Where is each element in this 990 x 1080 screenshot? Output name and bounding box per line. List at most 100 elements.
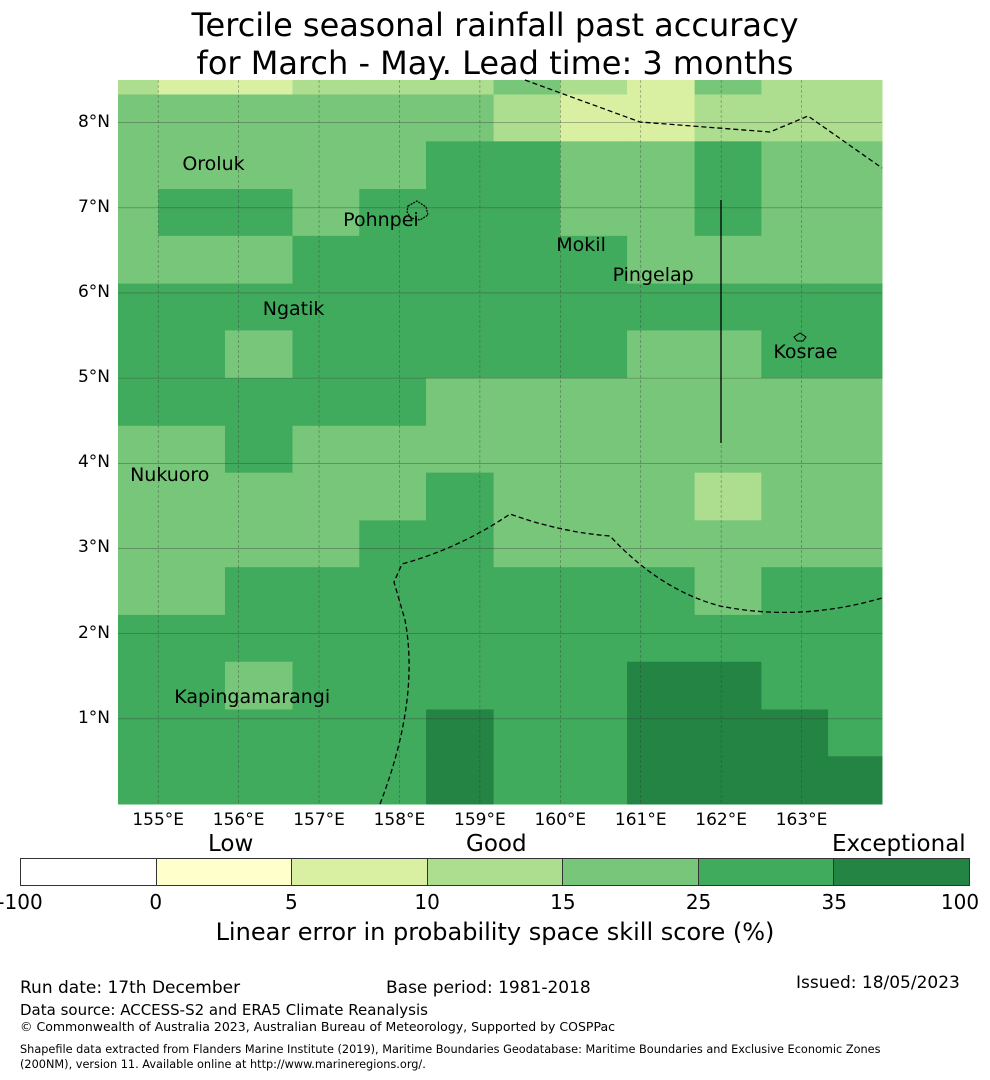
grid-cell [292,235,360,285]
issued-date: Issued: 18/05/2023 [796,973,960,993]
place-label: Kosrae [773,340,838,363]
grid-cell [560,141,628,190]
grid-cell [224,235,294,285]
grid-cell [359,614,427,663]
grid-cell [224,614,294,663]
grid-cell [761,756,829,805]
grid-cell [292,567,360,616]
longitude-tick-label: 157°E [293,810,345,830]
grid-cell [426,283,495,331]
grid-cell [359,235,427,285]
colorbar-segment [156,859,293,885]
longitude-tick-label: 162°E [695,810,747,830]
grid-cell [627,472,696,521]
grid-cell [359,756,427,805]
grid-cell [158,472,226,521]
grid-cell [292,378,360,427]
colorbar-tick-label: 0 [149,890,163,914]
grid-cell [426,141,495,190]
grid-cell [627,425,696,474]
grid-cell [426,80,495,95]
grid-cell [627,189,696,237]
latitude-tick-label: 7°N [77,196,110,217]
grid-cell [761,567,829,616]
colorbar-segment [834,859,970,885]
colorbar-segment [292,859,428,885]
grid-cell [224,80,294,95]
grid-cell [359,709,427,757]
longitude-tick-label: 155°E [132,810,185,830]
grid-cell [158,235,226,285]
grid-cell [761,283,829,331]
grid-cell [761,520,829,568]
grid-cell [828,614,883,663]
grid-cell [560,235,628,285]
grid-cell [560,378,628,427]
grid-cell [694,330,762,379]
grid-cell [493,330,561,379]
grid-cell [292,709,360,757]
grid-cell [493,709,561,757]
grid-cell [426,189,495,237]
grid-cell [694,283,762,331]
grid-cell [426,235,495,285]
grid-cell [493,756,561,805]
grid-cell [627,80,696,95]
grid-cell [224,472,294,521]
colorbar-segment [21,859,157,885]
latitude-tick-label: 4°N [77,452,110,473]
grid-cell [761,94,829,142]
grid-cell [118,709,159,757]
grid-cell [694,756,762,805]
grid-cell [828,94,883,142]
grid-cell [560,661,628,710]
grid-cell [118,283,159,331]
grid-cell [158,330,226,379]
grid-cell [493,283,561,331]
grid-cell [694,661,762,710]
grid-cell [761,614,829,663]
colorbar-segment [698,859,835,885]
grid-cell [158,378,226,427]
grid-cell [761,189,829,237]
title-line-2: for March - May. Lead time: 3 months [196,44,794,82]
latitude-tick-label: 6°N [77,281,110,302]
pohnpei-island-outline [406,200,429,221]
place-label: Kapingamarangi [174,685,331,708]
grid-cell [493,141,561,190]
grid-cell [828,567,883,616]
place-label: Oroluk [182,153,245,176]
latitude-tick-label: 8°N [77,111,110,132]
grid-cell [118,141,159,190]
data-source: Data source: ACCESS-S2 and ERA5 Climate … [20,1001,428,1019]
grid-cell [560,283,628,331]
grid-cell [292,330,360,379]
grid-cell [560,567,628,616]
longitude-tick-label: 156°E [212,810,265,830]
grid-cell [118,756,159,805]
grid-cell [761,661,829,710]
eez-boundary-south [379,513,883,805]
grid-cell [560,80,628,95]
longitude-tick-label: 159°E [454,810,506,830]
colorbar [20,858,970,886]
longitude-tick-label: 158°E [373,810,426,830]
grid-cell [118,567,159,616]
grid-cell [493,80,561,95]
grid-cell [560,520,628,568]
grid-cell [224,378,294,427]
colorbar-tick-label: -100 [0,890,43,914]
grid-cell [158,189,226,237]
grid-cell [694,520,762,568]
grid-cell [493,189,561,237]
run-date: Run date: 17th December [20,978,241,998]
grid-cell [224,661,294,710]
grid-cell [292,80,360,95]
grid-cell [627,614,696,663]
grid-cell [426,567,495,616]
grid-cell [560,472,628,521]
grid-cell [118,330,159,379]
grid-cell [118,94,159,142]
grid-cell [292,756,360,805]
grid-cell [627,661,696,710]
